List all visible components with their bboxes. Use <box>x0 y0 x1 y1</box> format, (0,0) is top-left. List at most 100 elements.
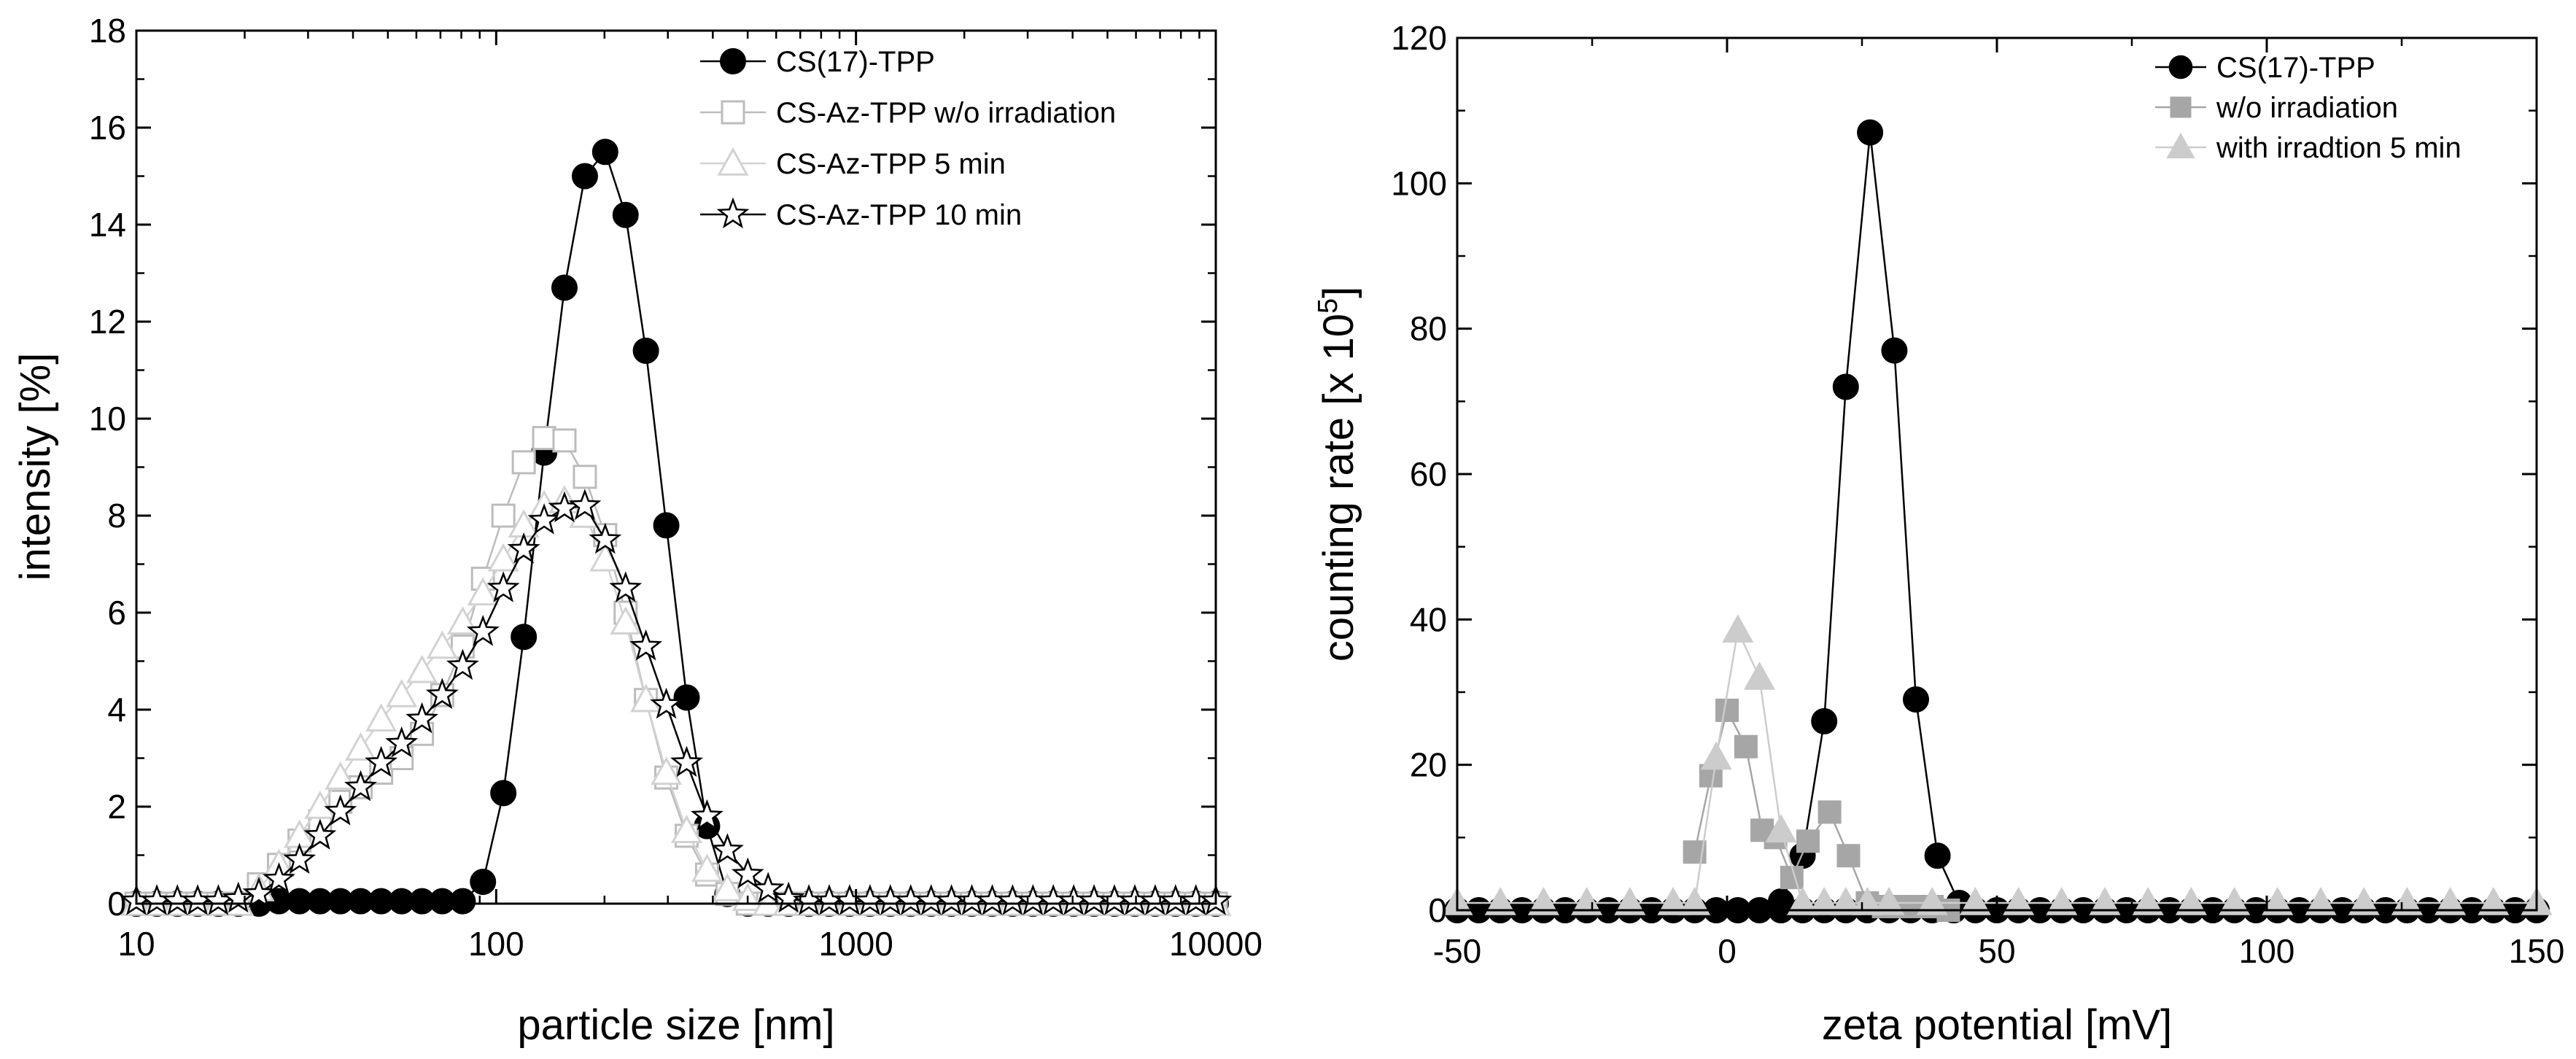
zeta-point-with-irradtion-5-min <box>1830 886 1862 915</box>
zeta-y-tick-label: 40 <box>1410 600 1447 638</box>
zeta-point-with-irradtion-5-min <box>1873 886 1905 915</box>
zeta-point-with-irradtion-5-min <box>1851 886 1883 915</box>
zeta-legend-label: with irradtion 5 min <box>2216 132 2461 164</box>
intensity-point-cs-17-tpp <box>470 869 497 896</box>
zeta-point-with-irradtion-5-min <box>1679 886 1711 915</box>
zeta-point-w-o-irradiation <box>1780 866 1804 890</box>
intensity-point-cs-az-tpp-10-min <box>324 794 357 826</box>
zeta-point-with-irradtion-5-min <box>1916 886 1948 915</box>
zeta-point-with-irradtion-5-min <box>2046 886 2078 915</box>
intensity-point-cs-17-tpp <box>511 624 538 651</box>
intensity-y-tick-label: 16 <box>89 109 126 147</box>
intensity-point-cs-17-tpp <box>449 888 476 915</box>
zeta-point-cs-17-tpp-peak <box>1903 686 1929 713</box>
intensity-point-cs-az-tpp-w-o-irradiation <box>491 503 516 528</box>
intensity-ticks: 0 2 4 6 8 10 12 14 16 18 10 100 1000 10000 <box>89 12 1262 963</box>
intensity-point-cs-az-tpp-10-min <box>731 857 764 889</box>
intensity-point-cs-az-tpp-10-min <box>242 877 276 908</box>
intensity-x-tick-label: 100 <box>468 925 524 963</box>
zeta-plot-frame <box>1456 36 2538 912</box>
zeta-point-cs-17-tpp-peak <box>1881 337 1908 364</box>
zeta-point-w-o-irradiation <box>1836 844 1861 868</box>
intensity-point-cs-az-tpp-w-o-irradiation <box>511 450 536 475</box>
intensity-point-cs-az-tpp-5-min <box>691 853 723 882</box>
intensity-point-cs-az-tpp-10-min <box>385 726 419 758</box>
intensity-legend-label: CS-Az-TPP w/o irradiation <box>776 97 1116 129</box>
intensity-y-tick-label: 10 <box>89 400 126 438</box>
intensity-point-cs-17-tpp <box>653 512 680 539</box>
intensity-point-cs-17-tpp <box>632 337 659 364</box>
intensity-point-cs-az-tpp-10-min <box>344 769 377 802</box>
zeta-point-with-irradtion-5-min <box>1765 814 1797 843</box>
zeta-y-axis-label-end: ] <box>1315 287 1362 298</box>
intensity-point-cs-az-tpp-10-min <box>486 571 520 602</box>
intensity-x-tick-label: 10 <box>117 925 155 963</box>
intensity-y-tick-label: 4 <box>107 691 126 729</box>
zeta-point-with-irradtion-5-min <box>1657 886 1689 915</box>
intensity-point-cs-az-tpp-10-min <box>691 799 723 831</box>
intensity-point-cs-az-tpp-w-o-irradiation <box>573 465 597 489</box>
zeta-point-with-irradtion-5-min <box>1527 886 1559 915</box>
zeta-x-axis-label: zeta potential [mV] <box>1822 1001 2172 1049</box>
intensity-series-cs-az-tpp-10-min <box>120 489 1233 915</box>
intensity-point-cs-az-tpp-10-min <box>425 678 459 710</box>
zeta-point-with-irradtion-5-min <box>2175 886 2207 915</box>
intensity-y-tick-label: 6 <box>107 594 126 632</box>
zeta-point-with-irradtion-5-min <box>1722 614 1754 643</box>
intensity-legend-marker <box>716 197 750 229</box>
zeta-point-with-irradtion-5-min <box>1614 886 1646 915</box>
intensity-point-cs-az-tpp-5-min <box>711 872 743 901</box>
intensity-point-cs-17-tpp <box>571 163 598 190</box>
zeta-y-tick-label: 100 <box>1391 164 1447 202</box>
intensity-legend-item-cs-17-tpp: CS(17)-TPP <box>700 46 935 78</box>
zeta-x-tick-label: 50 <box>1978 932 2015 970</box>
zeta-series-cs-17-tpp-peak <box>1768 119 1973 917</box>
zeta-point-w-o-irradiation <box>1715 698 1739 722</box>
zeta-legend-item-with-irradtion-5-min: with irradtion 5 min <box>2155 132 2461 164</box>
intensity-point-cs-az-tpp-5-min <box>304 790 336 819</box>
intensity-legend-item-cs-az-tpp-10-min: CS-Az-TPP 10 min <box>700 197 1022 231</box>
intensity-point-cs-17-tpp <box>551 274 578 301</box>
zeta-point-with-irradtion-5-min <box>1808 886 1840 915</box>
zeta-point-with-irradtion-5-min <box>1700 741 1732 770</box>
intensity-point-cs-az-tpp-10-min <box>772 881 805 913</box>
zeta-point-cs-17-tpp-peak <box>1811 707 1838 734</box>
zeta-legend-label: CS(17)-TPP <box>2216 52 2375 84</box>
intensity-point-cs-az-tpp-10-min <box>406 702 438 734</box>
intensity-point-cs-az-tpp-5-min <box>406 654 438 683</box>
intensity-point-cs-az-tpp-10-min <box>751 872 785 904</box>
zeta-series-layer <box>1441 119 2553 923</box>
intensity-y-tick-label: 18 <box>89 12 126 50</box>
intensity-point-cs-17-tpp <box>673 684 700 711</box>
zeta-x-tick-label: -50 <box>1433 932 1481 970</box>
intensity-point-cs-az-tpp-10-min <box>650 687 683 719</box>
zeta-point-with-irradtion-5-min <box>2132 886 2164 915</box>
intensity-point-cs-az-tpp-5-min <box>670 815 703 843</box>
intensity-point-cs-az-tpp-5-min <box>467 577 499 606</box>
intensity-point-cs-az-tpp-5-min <box>752 887 784 916</box>
intensity-point-cs-az-tpp-10-min <box>303 818 337 850</box>
intensity-point-cs-az-tpp-10-min <box>710 833 744 864</box>
intensity-legend-marker <box>717 147 749 176</box>
intensity-series-layer <box>120 139 1233 917</box>
zeta-point-with-irradtion-5-min <box>2219 886 2251 915</box>
intensity-y-tick-label: 0 <box>107 885 126 923</box>
intensity-legend-label: CS-Az-TPP 10 min <box>776 199 1022 231</box>
intensity-point-cs-az-tpp-10-min <box>222 881 255 913</box>
intensity-point-cs-az-tpp-5-min <box>344 732 377 761</box>
intensity-legend: CS(17)-TPP CS-Az-TPP w/o irradiation CS-Az… <box>700 46 1116 231</box>
zeta-point-cs-17-tpp-peak <box>1832 373 1859 400</box>
intensity-point-cs-az-tpp-10-min <box>670 745 703 777</box>
zeta-point-with-irradtion-5-min <box>1743 661 1775 690</box>
intensity-legend-label: CS-Az-TPP 5 min <box>776 148 1006 180</box>
zeta-point-cs-17-tpp-peak <box>1857 119 1884 146</box>
zeta-point-w-o-irradiation <box>1734 734 1758 759</box>
zeta-line-cs-17-tpp-peak <box>1780 132 1960 904</box>
zeta-legend-item-w-o-irradiation: w/o irradiation <box>2155 92 2398 124</box>
intensity-y-tick-label: 12 <box>89 303 126 341</box>
zeta-series-with-irradtion-5-min <box>1441 614 2553 915</box>
intensity-point-cs-az-tpp-5-min <box>487 543 519 572</box>
intensity-point-cs-az-tpp-5-min <box>365 703 397 732</box>
intensity-point-cs-az-tpp-10-min <box>568 489 602 520</box>
